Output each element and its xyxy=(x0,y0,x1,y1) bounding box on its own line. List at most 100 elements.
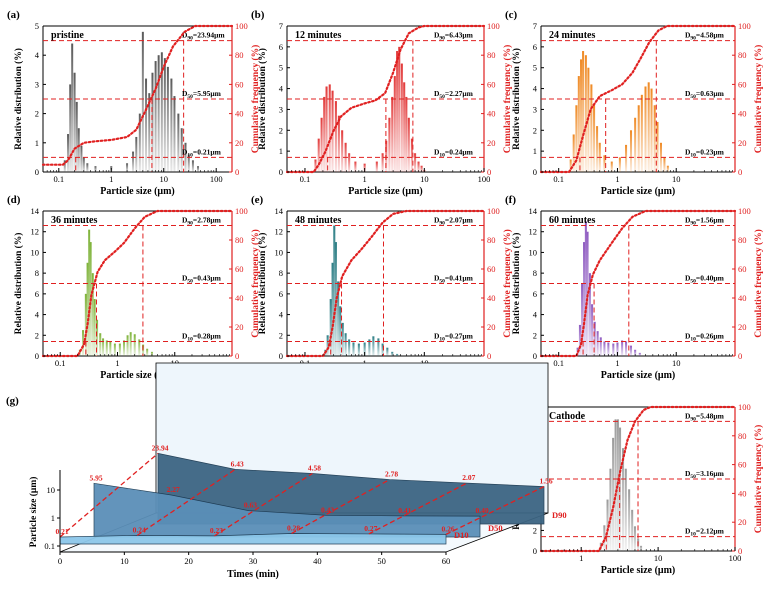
right-axis-title: Cumulative frequency (%) xyxy=(502,45,513,154)
bar xyxy=(634,349,637,356)
x-tick-label: 1 xyxy=(579,553,583,563)
d10-label: D10=0.21μm xyxy=(182,147,222,158)
bar xyxy=(368,339,371,356)
left-tick-label: 5 xyxy=(279,63,283,73)
d90-label: D90=5.48μm xyxy=(685,411,725,422)
panel-d: D90=2.78μmD50=0.43μmD10=0.28μm0246810121… xyxy=(7,194,261,381)
bar xyxy=(151,72,154,172)
panel-f: D90=1.56μmD50=0.40μmD10=0.26μm0246810121… xyxy=(505,194,764,381)
bar xyxy=(644,86,647,172)
marker-subscript: 50 xyxy=(690,474,696,480)
left-tick-label: 2 xyxy=(279,330,283,340)
bar xyxy=(414,153,417,172)
bar xyxy=(659,142,662,172)
left-tick-label: 1 xyxy=(279,146,283,156)
marker-value: =2.78μm xyxy=(193,216,222,225)
marker-value: =5.48μm xyxy=(696,411,725,420)
bar xyxy=(650,88,653,172)
x-axis-title: Particle size (μm) xyxy=(601,565,676,576)
left-tick-label: 14 xyxy=(31,206,40,216)
right-tick-label: 60 xyxy=(487,79,496,89)
right-tick-label: 0 xyxy=(487,351,491,361)
bar xyxy=(129,332,132,356)
d10-label: D10=0.26μm xyxy=(685,332,725,343)
left-tick-label: 4 xyxy=(533,84,538,94)
bar xyxy=(63,160,66,172)
bar xyxy=(82,330,85,356)
bar xyxy=(184,142,187,172)
bar xyxy=(77,128,80,172)
bar xyxy=(391,96,394,172)
d10-label: D10=0.23μm xyxy=(685,147,725,158)
left-tick-label: 6 xyxy=(35,289,39,299)
left-tick-label: 0 xyxy=(533,546,537,556)
right-tick-label: 40 xyxy=(235,293,244,303)
x-tick-label: 0.1 xyxy=(53,174,64,184)
left-tick-label: 4 xyxy=(533,310,538,320)
x-tick-label: 0.1 xyxy=(55,358,66,368)
bar xyxy=(633,526,636,551)
d50-label: D50=0.40μm xyxy=(685,274,725,285)
bar xyxy=(344,333,347,356)
right-tick-label: 40 xyxy=(235,109,244,119)
value-label: 0.26 xyxy=(441,524,454,533)
d90-label: D90=4.58μm xyxy=(685,31,725,42)
value-label: 2.27 xyxy=(167,485,180,494)
right-tick-label: 20 xyxy=(738,322,747,332)
bar xyxy=(141,31,144,173)
bar xyxy=(177,113,180,172)
bar xyxy=(581,283,584,356)
bar xyxy=(328,84,331,172)
marker-value: =0.26μm xyxy=(696,332,725,341)
bar xyxy=(197,166,200,172)
x-tick-label: 10 xyxy=(159,174,168,184)
time-connector xyxy=(136,468,236,536)
right-tick-label: 80 xyxy=(487,50,496,60)
y-tick-label: 1 xyxy=(51,513,55,523)
marker-subscript: 10 xyxy=(690,532,696,538)
right-tick-label: 60 xyxy=(738,79,747,89)
panel-title: 60 minutes xyxy=(549,215,596,226)
marker-value: =2.12μm xyxy=(696,527,725,536)
bar xyxy=(640,545,643,551)
bar xyxy=(405,96,408,172)
marker-d-letter: D xyxy=(182,274,188,283)
cumulative-curve xyxy=(285,209,486,358)
marker-subscript: 10 xyxy=(187,337,193,343)
bar xyxy=(603,341,606,356)
marker-value: =0.24μm xyxy=(445,147,474,156)
marker-d-letter: D xyxy=(685,31,691,40)
bar xyxy=(610,161,613,172)
marker-d-letter: D xyxy=(434,31,440,40)
bar xyxy=(363,342,366,356)
bar xyxy=(91,273,94,356)
panel-tag: (b) xyxy=(251,9,265,21)
bar xyxy=(599,337,602,356)
marker-d-letter: D xyxy=(685,527,691,536)
bar xyxy=(653,105,656,172)
bar xyxy=(170,78,173,172)
marker-subscript: 10 xyxy=(187,152,193,158)
marker-d-letter: D xyxy=(182,332,188,341)
bar xyxy=(618,157,621,172)
left-tick-label: 0 xyxy=(279,167,283,177)
value-label: 0.41 xyxy=(398,506,411,515)
x-tick-label: 60 xyxy=(442,556,451,566)
left-tick-label: 4 xyxy=(35,50,40,60)
value-label: 0.24 xyxy=(133,525,146,534)
bar xyxy=(341,130,344,172)
bar xyxy=(640,94,643,172)
bar xyxy=(150,351,153,356)
time-connector xyxy=(368,482,468,535)
left-tick-label: 2 xyxy=(35,330,39,340)
right-tick-label: 60 xyxy=(235,264,244,274)
bar xyxy=(157,55,160,173)
d90-label: D90=23.94μm xyxy=(182,31,225,42)
value-label: 6.43 xyxy=(231,459,244,468)
bar xyxy=(656,121,659,172)
bar xyxy=(82,157,85,172)
left-tick-label: 8 xyxy=(35,268,39,278)
panel-e: D90=2.07μmD50=0.41μmD10=0.27μm0246810121… xyxy=(251,194,513,381)
